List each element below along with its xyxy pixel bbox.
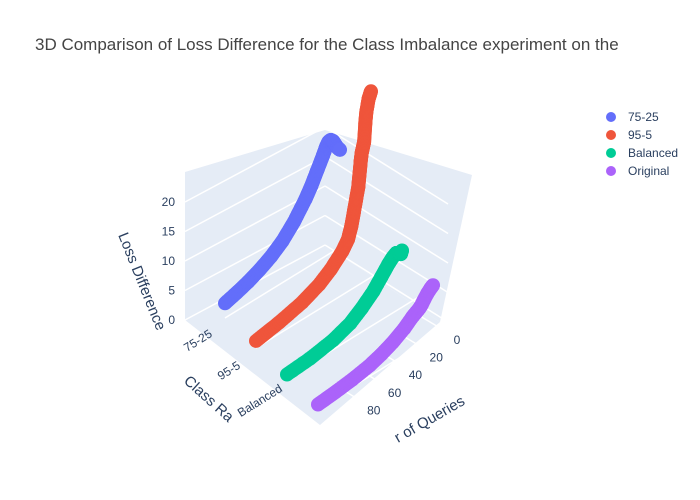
legend-swatch [606, 166, 616, 176]
legend-swatch [606, 130, 616, 140]
gridlines [184, 126, 451, 409]
y-axis-title: Class Ra [180, 372, 237, 426]
z-tick-label: 15 [162, 225, 176, 239]
legend-label: Balanced [628, 146, 678, 160]
y-gridline [224, 237, 356, 319]
data-point [364, 84, 378, 99]
legend-label: Original [628, 164, 669, 178]
z-tick-label: 5 [168, 284, 175, 298]
z-tick-label: 10 [162, 254, 176, 268]
x-tick-label: 80 [367, 403, 381, 417]
x-tick-label: 60 [388, 386, 402, 400]
legend-swatch [606, 148, 616, 158]
data-markers [218, 84, 440, 412]
chart-title: 3D Comparison of Loss Difference for the… [35, 35, 619, 54]
data-point [333, 142, 347, 157]
legend-label: 75-25 [628, 110, 659, 124]
x-tick-label: 40 [409, 368, 423, 382]
x-gridline [419, 315, 451, 335]
legend-label: 95-5 [628, 128, 652, 142]
legend: 75-25 95-5 Balanced Original [606, 110, 678, 178]
z-gridline-side [324, 126, 449, 205]
y-tick-label: Balanced [235, 381, 285, 419]
data-point [426, 278, 440, 293]
z-tick-label: 20 [162, 195, 176, 209]
x-tick-label: 20 [430, 351, 444, 365]
legend-swatch [606, 112, 616, 122]
x-tick-label: 0 [454, 333, 461, 347]
z-gridline-back [184, 155, 326, 233]
z-gridline-side [324, 155, 449, 235]
z-axis-title: Loss Difference [114, 230, 169, 333]
y-gridline [255, 267, 387, 349]
data-point [395, 243, 409, 258]
z-gridline-back [184, 126, 326, 203]
z-tick-label: 0 [168, 313, 175, 327]
z-gridline-back [184, 214, 326, 292]
z-gridline-side [324, 185, 449, 264]
x-axis-title: r of Queries [392, 393, 468, 447]
